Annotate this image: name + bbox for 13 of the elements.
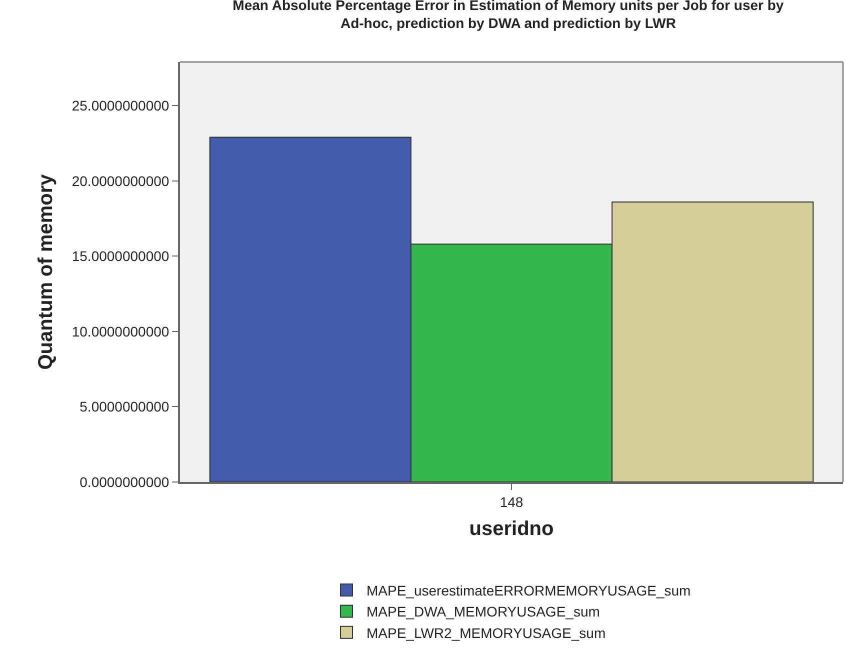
legend-label: MAPE_DWA_MEMORYUSAGE_sum	[366, 604, 600, 620]
legend-label: MAPE_userestimateERRORMEMORYUSAGE_sum	[366, 582, 691, 598]
y-axis-title: Quantum of memory	[34, 173, 57, 370]
x-axis-title: useridno	[469, 518, 554, 540]
y-tick-label: 20.0000000000	[72, 172, 170, 189]
x-tick-label: 148	[500, 494, 524, 510]
y-tick-label: 10.0000000000	[72, 323, 170, 340]
y-tick-label: 25.0000000000	[72, 98, 170, 114]
chart-title: Mean Absolute Percentage Error in Estimation of Memory units per Job for user by Ad-hoc, prediction by DWA and prediction by LWR	[232, 0, 784, 31]
y-tick-label: 0.0000000000	[80, 474, 170, 490]
y-tick-label: 5.0000000000	[80, 398, 170, 415]
y-tick-label: 15.0000000000	[72, 248, 170, 264]
legend-label: MAPE_LWR2_MEMORYUSAGE_sum	[366, 624, 606, 641]
